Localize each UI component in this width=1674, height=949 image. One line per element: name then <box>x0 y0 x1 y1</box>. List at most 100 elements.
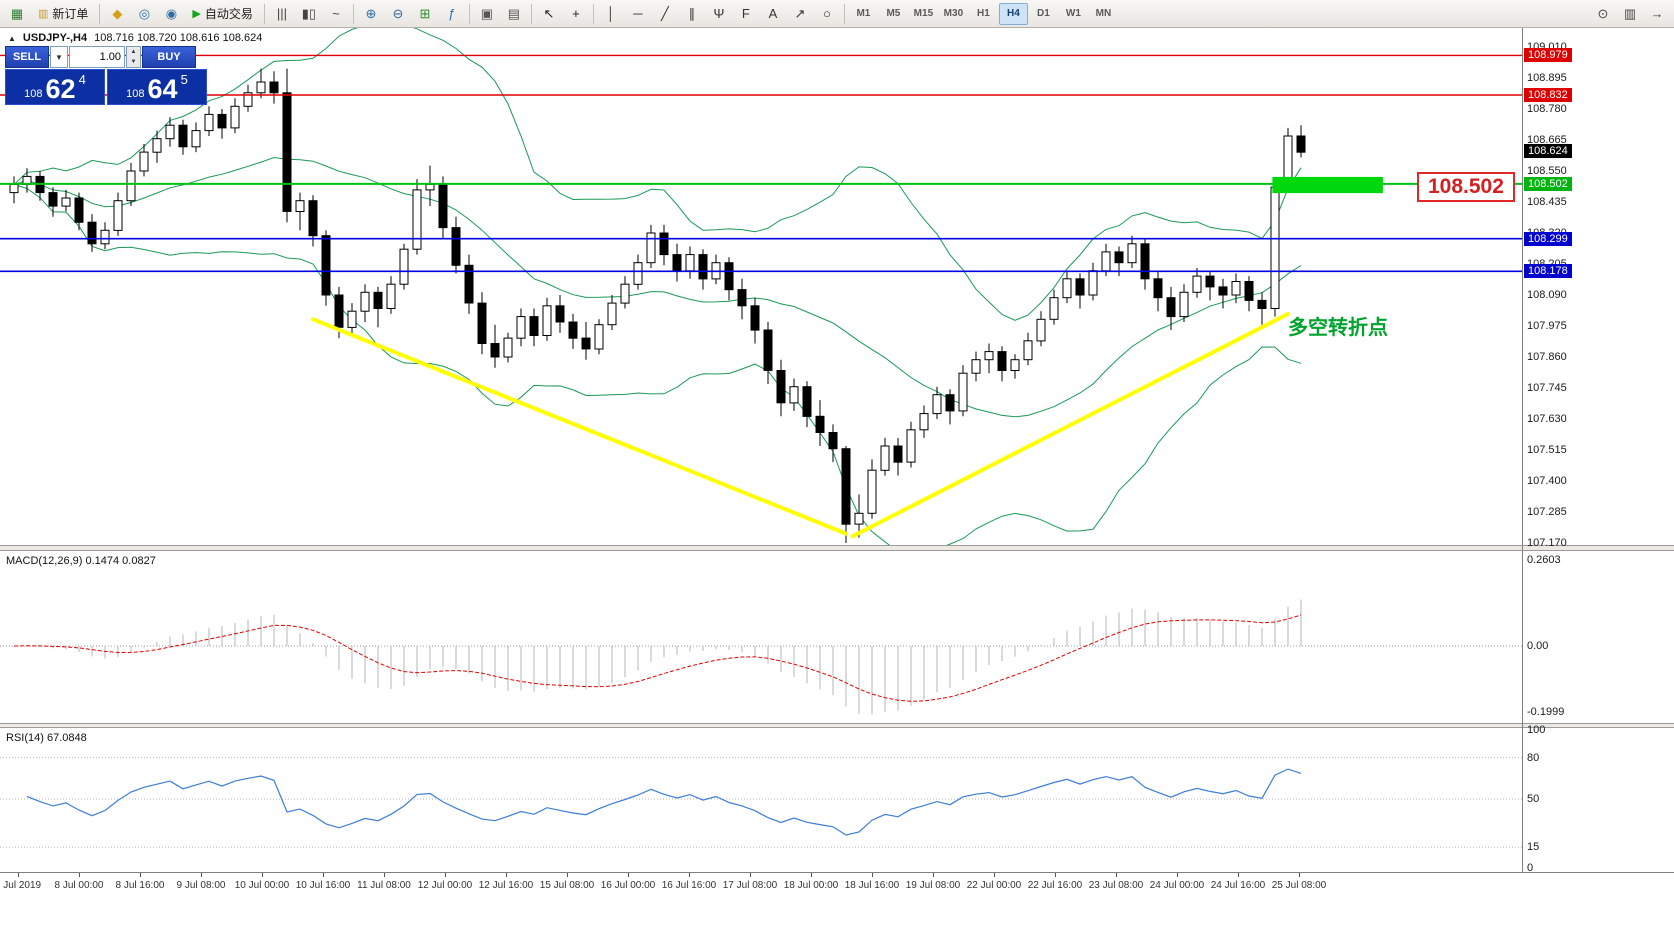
main-toolbar: ▦ ▥ 新订单 ◆ ◎ ◉ ▶ 自动交易 ||| ▮▯ ~ ⊕ ⊖ ⊞ ƒ ▣ ▤ ↖ + │ ─ ╱ ∥ Ψ F A ↗ ○ M1 M5… <box>0 0 1674 28</box>
chart-window-icon[interactable]: ▥ <box>1623 5 1637 21</box>
fibonacci-tool-icon[interactable]: F <box>741 6 750 21</box>
candle-body <box>230 105 240 129</box>
timeframe-W1[interactable]: W1 <box>1065 8 1081 19</box>
time-axis: 5 Jul 2019 8 Jul 00:00 8 Jul 16:00 9 Jul 08… <box>0 872 1674 949</box>
crosshair-icon[interactable]: + <box>572 6 580 21</box>
time-tick <box>872 873 873 877</box>
timeframe-M15[interactable]: M15 <box>913 8 934 19</box>
candle-body <box>724 262 734 291</box>
time-label: 11 Jul 08:00 <box>357 880 411 891</box>
time-tick <box>933 873 934 877</box>
candle-body <box>61 197 71 207</box>
price-tick-label: 107.860 <box>1527 351 1567 363</box>
candle-body <box>529 316 539 337</box>
macd-chart <box>0 599 1522 715</box>
volume-preset-dropdown[interactable]: ▼ <box>50 46 68 68</box>
candle-body <box>282 92 292 212</box>
candle-body <box>1062 278 1072 299</box>
candle-body <box>191 130 201 148</box>
volume-stepper[interactable]: ▲ ▼ <box>126 46 141 68</box>
rsi-scale-label: 15 <box>1527 841 1540 853</box>
sell-price-pipette: 4 <box>78 72 86 87</box>
time-label: 18 Jul 00:00 <box>783 880 839 891</box>
volume-input[interactable] <box>69 46 125 68</box>
candle-body <box>1023 340 1033 361</box>
timeframe-M30[interactable]: M30 <box>943 8 964 19</box>
trendline-1[interactable] <box>311 317 848 536</box>
stepper-up-icon[interactable]: ▲ <box>130 49 137 55</box>
bollinger-upper-band <box>13 28 1302 321</box>
profiles-icon[interactable]: ◎ <box>138 5 151 21</box>
new-order-button[interactable]: ▥ 新订单 <box>31 2 95 26</box>
time-tick <box>262 873 263 877</box>
time-label: 16 Jul 16:00 <box>661 880 717 891</box>
pitchfork-tool-icon[interactable]: Ψ <box>713 6 725 21</box>
tile-windows-icon[interactable]: ▣ <box>480 5 494 21</box>
candle-body <box>685 254 695 272</box>
candle-body <box>659 232 669 256</box>
timeframe-D1[interactable]: D1 <box>1037 8 1050 19</box>
timeframe-MN[interactable]: MN <box>1095 8 1112 19</box>
candle-body <box>464 264 474 304</box>
symbol-label: USDJPY-,H4 <box>22 32 88 44</box>
sell-price-pips: 62 <box>45 74 76 104</box>
time-label: 17 Jul 08:00 <box>722 880 778 891</box>
timeframe-M5[interactable]: M5 <box>886 8 901 19</box>
cascade-windows-icon[interactable]: ▤ <box>507 5 521 21</box>
chart-shortcut-icon[interactable]: ▦ <box>10 5 24 21</box>
candle-body <box>178 124 188 148</box>
price-tick-label: 108.780 <box>1527 103 1567 115</box>
cursor-icon[interactable]: ↖ <box>543 5 555 21</box>
shapes-tool-icon[interactable]: ○ <box>822 6 831 21</box>
arrows-tool-icon[interactable]: ↗ <box>794 5 806 21</box>
panel-separator[interactable] <box>0 723 1674 728</box>
search-icon[interactable]: ⊙ <box>1597 5 1609 21</box>
time-label: 18 Jul 16:00 <box>844 880 900 891</box>
grid-icon[interactable]: ⊞ <box>419 5 431 21</box>
candle-body <box>841 448 851 525</box>
candle-body <box>126 170 136 202</box>
time-tick <box>567 873 568 877</box>
stepper-down-icon[interactable]: ▼ <box>130 59 137 65</box>
candle-body <box>880 445 890 471</box>
candle-body <box>1088 270 1098 296</box>
candle-body <box>308 200 318 237</box>
supply-zone-rectangle[interactable] <box>1272 176 1383 194</box>
market-watch-icon[interactable]: ◉ <box>165 5 178 21</box>
candle-body <box>997 351 1007 372</box>
timeframe-H1[interactable]: H1 <box>977 8 990 19</box>
time-label: 12 Jul 00:00 <box>417 880 473 891</box>
zoom-in-icon[interactable]: ⊕ <box>365 5 377 21</box>
buy-price-display[interactable]: 108 64 5 <box>107 69 207 105</box>
rsi-scale-label: 100 <box>1527 724 1546 736</box>
sell-price-display[interactable]: 108 62 4 <box>5 69 105 105</box>
autotrading-button[interactable]: ▶ 自动交易 <box>185 2 259 26</box>
macd-panel: MACD(12,26,9) 0.1474 0.0827 <box>0 551 1522 723</box>
timeframe-M1[interactable]: M1 <box>856 8 871 19</box>
line-chart-type-icon[interactable]: ~ <box>332 6 340 21</box>
sell-price-base: 108 <box>24 88 43 100</box>
candle-body <box>334 294 344 328</box>
text-tool-icon[interactable]: A <box>768 6 778 21</box>
panel-separator[interactable] <box>0 545 1674 551</box>
sell-button[interactable]: SELL <box>5 46 49 68</box>
trade-panel-prices: 108 62 4 108 64 5 <box>5 69 209 105</box>
indicators-icon[interactable]: ƒ <box>448 6 456 21</box>
trendline-tool-icon[interactable]: ╱ <box>660 5 669 21</box>
trendline-2[interactable] <box>850 311 1290 539</box>
quotes-icon[interactable]: ◆ <box>112 5 123 21</box>
vertical-line-tool-icon[interactable]: │ <box>606 6 615 21</box>
zoom-out-icon[interactable]: ⊖ <box>392 5 404 21</box>
rsi-line <box>26 768 1302 836</box>
timeframe-H4[interactable]: H4 <box>998 2 1028 25</box>
scroll-to-end-icon[interactable]: → <box>1650 6 1664 21</box>
price-tick-label: 108.895 <box>1527 72 1567 84</box>
time-tick <box>201 873 202 877</box>
channel-tool-icon[interactable]: ∥ <box>688 5 696 21</box>
buy-button[interactable]: BUY <box>142 46 196 68</box>
horizontal-line-tool-icon[interactable]: ─ <box>633 6 643 21</box>
candlestick-chart-type-icon[interactable]: ▮▯ <box>301 5 317 21</box>
candle-body <box>815 415 825 433</box>
time-label: 9 Jul 08:00 <box>176 880 226 891</box>
bar-chart-type-icon[interactable]: ||| <box>276 6 287 21</box>
